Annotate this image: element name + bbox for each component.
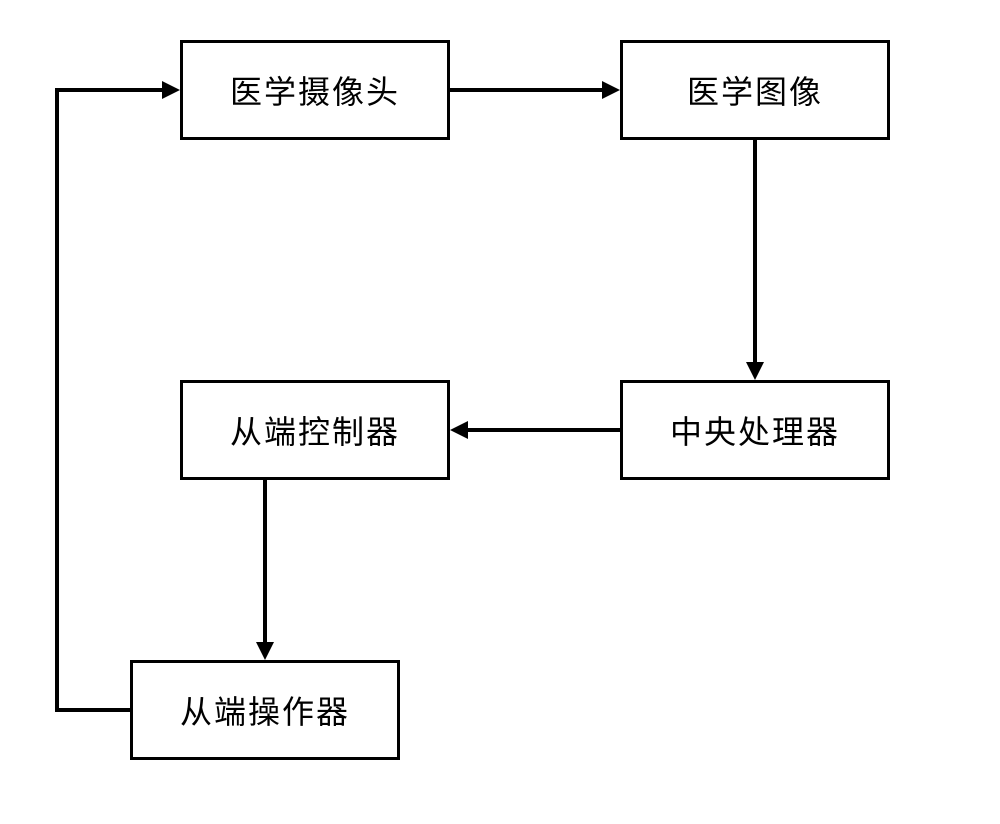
node-image: 医学图像 (620, 40, 890, 140)
node-cpu-label: 中央处理器 (670, 407, 840, 453)
edge-operator-camera-v (55, 88, 59, 712)
edge-image-cpu (753, 140, 757, 365)
node-cpu: 中央处理器 (620, 380, 890, 480)
arrow-head-icon (256, 642, 274, 660)
edge-camera-image (450, 88, 605, 92)
node-operator: 从端操作器 (130, 660, 400, 760)
arrow-head-icon (602, 81, 620, 99)
edge-cpu-controller (465, 428, 620, 432)
node-controller: 从端控制器 (180, 380, 450, 480)
arrow-head-icon (450, 421, 468, 439)
edge-controller-operator (263, 480, 267, 645)
arrow-head-icon (162, 81, 180, 99)
arrow-head-icon (746, 362, 764, 380)
edge-operator-camera-h2 (55, 88, 165, 92)
node-image-label: 医学图像 (687, 67, 823, 113)
node-operator-label: 从端操作器 (180, 687, 350, 733)
edge-operator-camera-h1 (55, 708, 130, 712)
node-camera: 医学摄像头 (180, 40, 450, 140)
node-camera-label: 医学摄像头 (230, 67, 400, 113)
node-controller-label: 从端控制器 (230, 407, 400, 453)
